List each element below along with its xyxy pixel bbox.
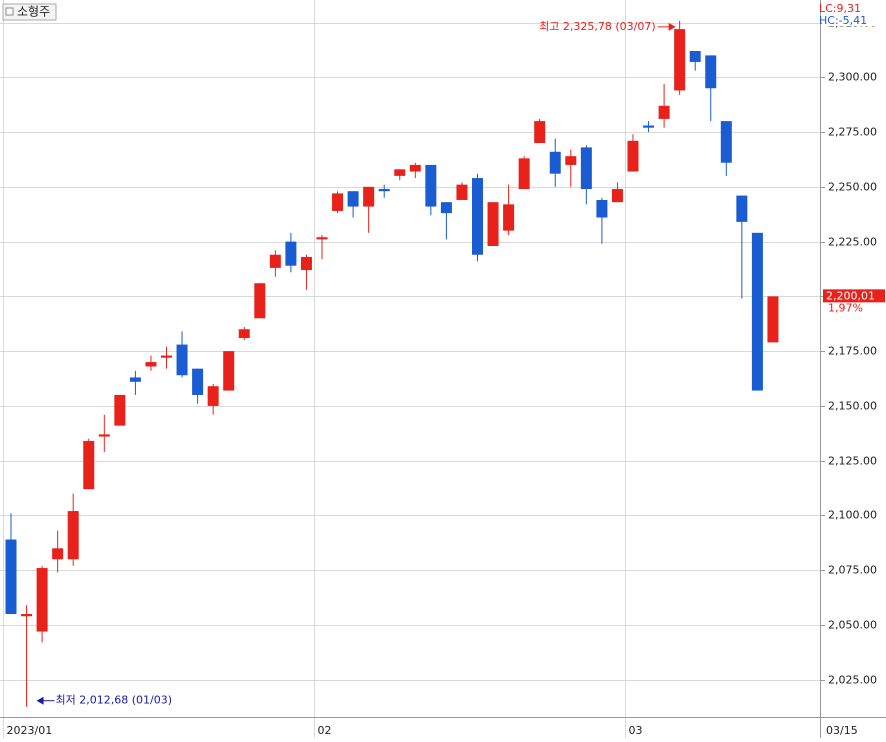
candle-body	[580, 147, 592, 190]
y-tick-label: 2,275.00	[828, 126, 877, 139]
labels: 2,025.00 2,050.00 2,075.00 2,100.00 2,125.00…	[7, 2, 885, 737]
candle-body	[689, 51, 701, 62]
y-tick-label: 2,175.00	[828, 345, 877, 358]
candle-body	[643, 125, 655, 128]
high-label: 최고 2,325,78 (03/07)	[539, 20, 656, 33]
y-tick-label: 2,150.00	[828, 400, 877, 413]
x-tick-label: 03	[629, 724, 643, 737]
candle-body	[409, 164, 421, 172]
candle-body	[394, 169, 406, 176]
candle-body	[36, 568, 48, 632]
candle-body	[565, 156, 577, 165]
candle-body	[347, 191, 359, 207]
candle-body	[316, 237, 328, 240]
low-arrow-head	[36, 696, 44, 705]
candle-body	[254, 283, 266, 319]
grid	[0, 0, 825, 738]
candle-body	[67, 511, 79, 560]
y-tick-label: 2,075.00	[828, 564, 877, 577]
candle-body	[425, 164, 437, 207]
candle-body	[472, 178, 483, 255]
high-arrow-head	[668, 22, 676, 31]
y-tick-label: 2,050.00	[828, 619, 877, 632]
change-label: 1,97%	[828, 301, 863, 314]
x-last-date: 03/15	[826, 724, 858, 737]
candle-body	[611, 189, 623, 203]
price-tag	[823, 289, 885, 303]
chart-title: 소형주	[17, 5, 50, 19]
candle-body	[440, 202, 452, 214]
title-icon	[5, 7, 14, 16]
title-box	[2, 3, 57, 21]
y-tick-label: 2,250.00	[828, 181, 877, 194]
candle-body	[363, 186, 375, 207]
candle-body	[674, 29, 686, 91]
candle-body	[705, 55, 717, 89]
candle-body	[192, 368, 204, 395]
candle-body	[456, 184, 468, 200]
candle-body	[83, 440, 95, 490]
candle-body	[145, 362, 157, 367]
candle-body	[534, 121, 546, 144]
candle-body	[627, 140, 639, 172]
y-tick-label: 2,300.00	[828, 71, 877, 84]
candle-body	[161, 355, 172, 358]
candles	[5, 20, 779, 707]
candle-body	[98, 434, 110, 437]
candle-body	[518, 158, 530, 190]
price-tag-label: 2,200,01	[826, 289, 875, 302]
candle-body	[269, 254, 281, 268]
candle-body	[596, 199, 608, 218]
y-tick-label: 2,225.00	[828, 236, 877, 249]
candle-body	[176, 344, 188, 376]
candle-body	[658, 105, 670, 119]
candle-body	[207, 386, 219, 406]
candle-body	[549, 151, 561, 174]
candle-body	[285, 241, 297, 266]
lc-box	[822, 2, 885, 26]
candle-body	[503, 204, 515, 231]
low-label: 최저 2,012,68 (01/03)	[56, 694, 173, 707]
candle-body	[736, 195, 748, 222]
candle-body	[129, 377, 141, 382]
y-tick-label: 2,100.00	[828, 509, 877, 522]
candle-body	[300, 256, 312, 271]
candle-body	[238, 329, 250, 338]
y-tick-label: 2,025.00	[828, 674, 877, 687]
candle-body	[332, 193, 344, 211]
lc-label: LC:9,31	[819, 2, 861, 15]
candle-body	[720, 121, 732, 163]
candle-body	[114, 394, 126, 426]
x-tick-label: 2023/01	[7, 724, 53, 737]
candle-body	[487, 202, 499, 246]
candle-body	[21, 614, 33, 617]
hc-label: HC:-5,41	[819, 14, 867, 27]
candle-body	[767, 296, 779, 343]
candle-body	[52, 548, 64, 560]
y-tick-label: 2,125.00	[828, 455, 877, 468]
candle-body	[223, 351, 235, 391]
x-tick-label: 02	[318, 724, 332, 737]
candle-body	[5, 539, 17, 615]
candle-body	[378, 189, 390, 192]
candle-body	[751, 232, 763, 391]
